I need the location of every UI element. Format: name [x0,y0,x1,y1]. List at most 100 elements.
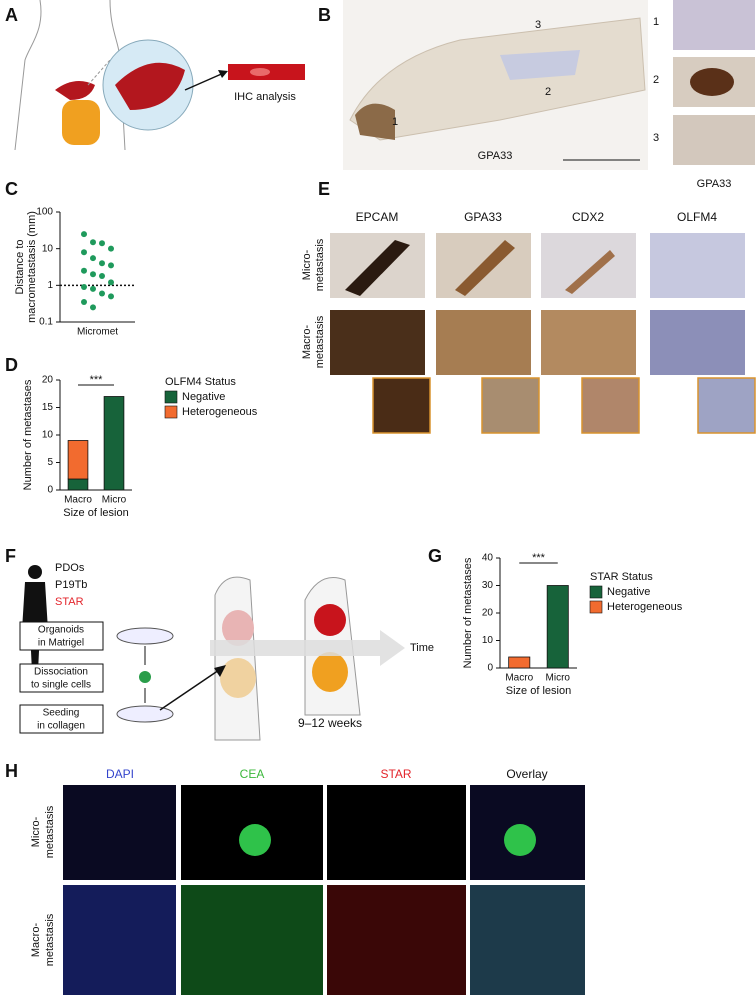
legend-swatch [164,390,178,404]
step-label: Seeding [43,708,80,719]
x-axis-label: Size of lesion [506,685,571,697]
y-axis-label: Number of metastases [22,379,34,490]
legend-label: Heterogeneous [607,601,683,613]
model-label: P19Tb [55,579,87,591]
step-label: to single cells [31,680,91,691]
x-tick-label: Micromet [77,327,118,338]
row-label: metastasis [44,805,56,858]
channel-header: Overlay [506,767,547,781]
row-label: metastasis [314,238,326,291]
x-tick-label: Macro [505,673,533,684]
panel-letter: B [318,5,331,25]
y-axis-label: Distance to [14,239,26,294]
row-label: metastasis [44,913,56,966]
point [99,260,105,267]
row-label: Micro- [301,249,313,280]
significance: *** [532,552,546,564]
point [81,249,87,256]
legend-title: STAR Status [590,571,653,583]
bar-segment [103,396,125,491]
x-tick-label: Micro [546,673,571,684]
y-tick-label: 0.1 [39,317,53,328]
panel-e-images [330,233,756,434]
point [99,272,105,279]
point [81,267,87,274]
point [108,293,114,300]
y-tick-label: 100 [36,207,53,218]
step-label: in Matrigel [38,638,84,649]
panel-letter: C [5,179,18,199]
point [99,240,105,247]
column-header: OLFM4 [677,210,717,224]
y-tick-label: 10 [42,243,54,254]
point [90,285,96,292]
point [90,239,96,246]
channel-header: DAPI [106,767,134,781]
row-label: Macro- [301,325,313,360]
stain-label: GPA33 [697,178,732,190]
point [108,262,114,269]
inset-number: 3 [653,132,659,144]
y-tick-label: 1 [47,280,53,291]
x-tick-label: Micro [102,495,127,506]
step-label: Organoids [38,625,84,636]
step-label: Dissociation [34,667,88,678]
channel-header: STAR [380,767,411,781]
time-label: Time [410,642,434,654]
significance: *** [90,374,104,386]
column-header: EPCAM [356,210,399,224]
y-axis-label: Number of metastases [462,557,474,668]
bar-segment [546,585,569,669]
stain-label: GPA33 [478,150,513,162]
ihc-label: IHC analysis [234,91,296,103]
panel-h-images [63,785,585,995]
region-marker: 1 [392,116,398,128]
y-tick-label: 10 [42,430,54,441]
point [90,304,96,311]
point [108,245,114,252]
point [90,271,96,278]
point [90,255,96,262]
y-tick-label: 20 [482,608,494,619]
panel-letter: E [318,179,330,199]
y-tick-label: 0 [487,663,493,674]
channel-header: CEA [240,767,265,781]
row-label: Micro- [30,816,42,847]
point [81,284,87,291]
legend-label: Negative [182,391,225,403]
inset-number: 2 [653,74,659,86]
panel-letter: F [5,546,16,566]
panel-letter: G [428,546,442,566]
row-label: metastasis [314,315,326,368]
y-tick-label: 30 [482,580,494,591]
y-tick-label: 5 [47,457,53,468]
x-axis-label: Size of lesion [63,507,128,519]
panel-b-images [343,0,755,170]
model-label: PDOs [55,562,85,574]
model-label: STAR [55,596,84,608]
y-axis-label: macrometastasis (mm) [26,211,38,323]
bar-segment [508,656,531,669]
y-tick-label: 40 [482,553,494,564]
legend-swatch [589,585,603,599]
legend-label: Heterogeneous [182,406,258,418]
inset-number: 1 [653,16,659,28]
region-marker: 2 [545,86,551,98]
legend-swatch [164,405,178,419]
legend-label: Negative [607,586,650,598]
row-label: Macro- [30,923,42,958]
point [81,299,87,306]
y-tick-label: 20 [42,375,54,386]
point [108,279,114,286]
y-tick-label: 10 [482,635,494,646]
legend-title: OLFM4 Status [165,376,236,388]
panel-a-illustration [14,0,305,151]
column-header: CDX2 [572,210,604,224]
region-marker: 3 [535,19,541,31]
bar-segment [67,478,89,491]
bar-segment [67,440,89,480]
legend-swatch [589,600,603,614]
column-header: GPA33 [464,210,502,224]
y-tick-label: 15 [42,402,54,413]
step-label: in collagen [37,721,85,732]
